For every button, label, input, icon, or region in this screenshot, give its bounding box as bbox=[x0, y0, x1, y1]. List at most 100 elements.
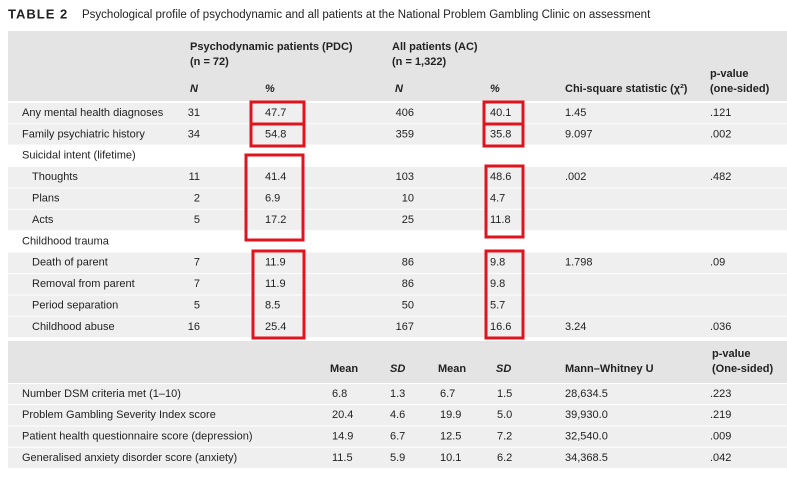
section-label: Suicidal intent (lifetime) bbox=[22, 150, 136, 162]
table-label: TABLE 2 bbox=[8, 6, 68, 21]
row-label: Removal from parent bbox=[32, 278, 135, 290]
cell: 11.8 bbox=[490, 214, 511, 226]
cell: .002 bbox=[710, 128, 731, 140]
cell: .219 bbox=[710, 409, 731, 421]
row-label: Death of parent bbox=[32, 257, 108, 269]
column-header: (one-sided) bbox=[710, 83, 770, 95]
cell: 11 bbox=[189, 171, 200, 183]
cell: 48.6 bbox=[490, 171, 511, 183]
row-label: Generalised anxiety disorder score (anxi… bbox=[22, 452, 237, 464]
cell: 1.3 bbox=[390, 388, 405, 400]
column-header: p-value bbox=[712, 348, 751, 360]
cell: 25 bbox=[402, 214, 414, 226]
row-label: Family psychiatric history bbox=[22, 128, 145, 140]
cell: .121 bbox=[710, 107, 731, 119]
column-header: Chi-square statistic (χ²) bbox=[565, 83, 688, 95]
cell: 6.7 bbox=[390, 431, 405, 443]
cell: 1.798 bbox=[565, 257, 593, 269]
cell: .002 bbox=[565, 171, 586, 183]
column-header: SD bbox=[390, 363, 405, 375]
cell: 54.8 bbox=[265, 128, 286, 140]
cell: .223 bbox=[710, 388, 731, 400]
column-header: N bbox=[190, 83, 199, 95]
cell: 5 bbox=[194, 214, 200, 226]
row-background bbox=[8, 252, 787, 273]
highlight-box bbox=[244, 153, 305, 242]
row-background bbox=[8, 426, 787, 447]
row-background bbox=[8, 295, 787, 316]
cell: 35.8 bbox=[490, 128, 511, 140]
row-background bbox=[8, 447, 787, 468]
cell: 9.8 bbox=[490, 257, 505, 269]
highlight-box bbox=[482, 122, 525, 148]
row-label: Acts bbox=[32, 214, 54, 226]
cell: .09 bbox=[710, 257, 725, 269]
row-background bbox=[8, 316, 787, 338]
cell: 2 bbox=[194, 193, 200, 205]
cell: 25.4 bbox=[265, 321, 286, 333]
column-header: p-value bbox=[710, 68, 749, 80]
cell: 20.4 bbox=[332, 409, 353, 421]
cell: 167 bbox=[396, 321, 414, 333]
column-header: % bbox=[265, 83, 275, 95]
group-n: (n = 1,322) bbox=[392, 56, 446, 68]
column-header: Mean bbox=[330, 363, 358, 375]
cell: 5.9 bbox=[390, 452, 405, 464]
cell: 406 bbox=[396, 107, 414, 119]
cell: 6.8 bbox=[332, 388, 347, 400]
header-band bbox=[8, 341, 787, 383]
cell: 39,930.0 bbox=[565, 409, 608, 421]
cell: 34,368.5 bbox=[565, 452, 608, 464]
cell: 16.6 bbox=[490, 321, 511, 333]
row-label: Number DSM criteria met (1–10) bbox=[22, 388, 181, 400]
row-background bbox=[8, 124, 787, 145]
cell: 1.45 bbox=[565, 107, 586, 119]
cell: 17.2 bbox=[265, 214, 286, 226]
row-label: Problem Gambling Severity Index score bbox=[22, 409, 216, 421]
row-background bbox=[8, 188, 787, 209]
cell: 16 bbox=[188, 321, 200, 333]
cell: 34 bbox=[188, 128, 200, 140]
cell: 7 bbox=[194, 278, 200, 290]
row-background bbox=[8, 167, 787, 188]
row-background bbox=[8, 274, 787, 295]
column-header: (One-sided) bbox=[712, 363, 773, 375]
cell: 11.9 bbox=[265, 257, 286, 269]
cell: 19.9 bbox=[440, 409, 461, 421]
header-band bbox=[8, 31, 787, 101]
cell: 11.5 bbox=[332, 452, 353, 464]
highlight-box bbox=[251, 249, 306, 340]
cell: .009 bbox=[710, 431, 731, 443]
cell: 3.24 bbox=[565, 321, 586, 333]
cell: 10 bbox=[402, 193, 414, 205]
group-n: (n = 72) bbox=[190, 56, 229, 68]
cell: 5 bbox=[194, 300, 200, 312]
cell: 10.1 bbox=[440, 452, 461, 464]
cell: 8.5 bbox=[265, 300, 280, 312]
column-header: N bbox=[395, 83, 404, 95]
column-header: Mean bbox=[438, 363, 466, 375]
row-label: Any mental health diagnoses bbox=[22, 107, 164, 119]
highlight-box bbox=[249, 122, 306, 148]
cell: 6.7 bbox=[440, 388, 455, 400]
cell: 4.7 bbox=[490, 193, 505, 205]
highlight-boxes bbox=[244, 100, 525, 340]
cell: 7.2 bbox=[497, 431, 512, 443]
cell: 47.7 bbox=[265, 107, 286, 119]
section-label: Childhood trauma bbox=[22, 235, 110, 247]
row-background bbox=[8, 209, 787, 231]
cell: 31 bbox=[188, 107, 200, 119]
cell: 32,540.0 bbox=[565, 431, 608, 443]
group-header: All patients (AC) bbox=[392, 41, 478, 53]
row-background bbox=[8, 405, 787, 426]
table-body: Psychodynamic patients (PDC) (n = 72) All … bbox=[8, 31, 787, 468]
highlight-box bbox=[484, 249, 525, 340]
group-header: Psychodynamic patients (PDC) bbox=[190, 41, 353, 53]
cell: 5.7 bbox=[490, 300, 505, 312]
cell: 41.4 bbox=[265, 171, 286, 183]
cell: 50 bbox=[402, 300, 414, 312]
row-label: Plans bbox=[32, 193, 60, 205]
cell: .482 bbox=[710, 171, 731, 183]
